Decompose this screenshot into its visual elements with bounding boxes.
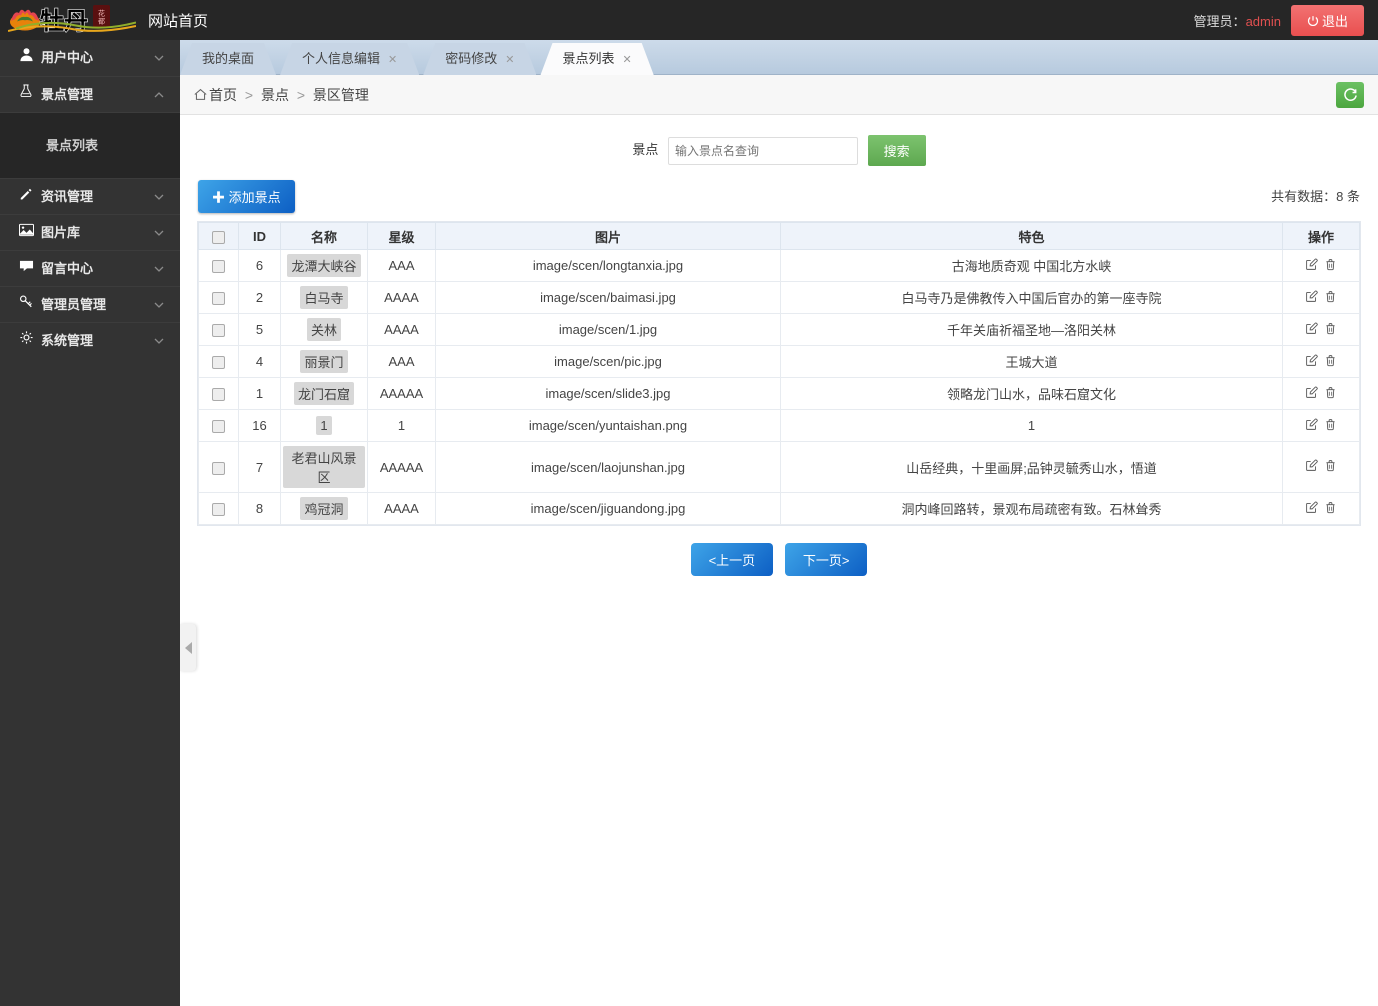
svg-text:都: 都 xyxy=(98,18,105,26)
svg-text:花: 花 xyxy=(98,9,105,18)
